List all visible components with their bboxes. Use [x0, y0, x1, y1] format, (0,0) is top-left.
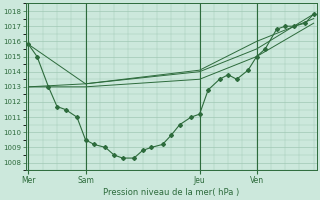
X-axis label: Pression niveau de la mer( hPa ): Pression niveau de la mer( hPa ) [103, 188, 239, 197]
